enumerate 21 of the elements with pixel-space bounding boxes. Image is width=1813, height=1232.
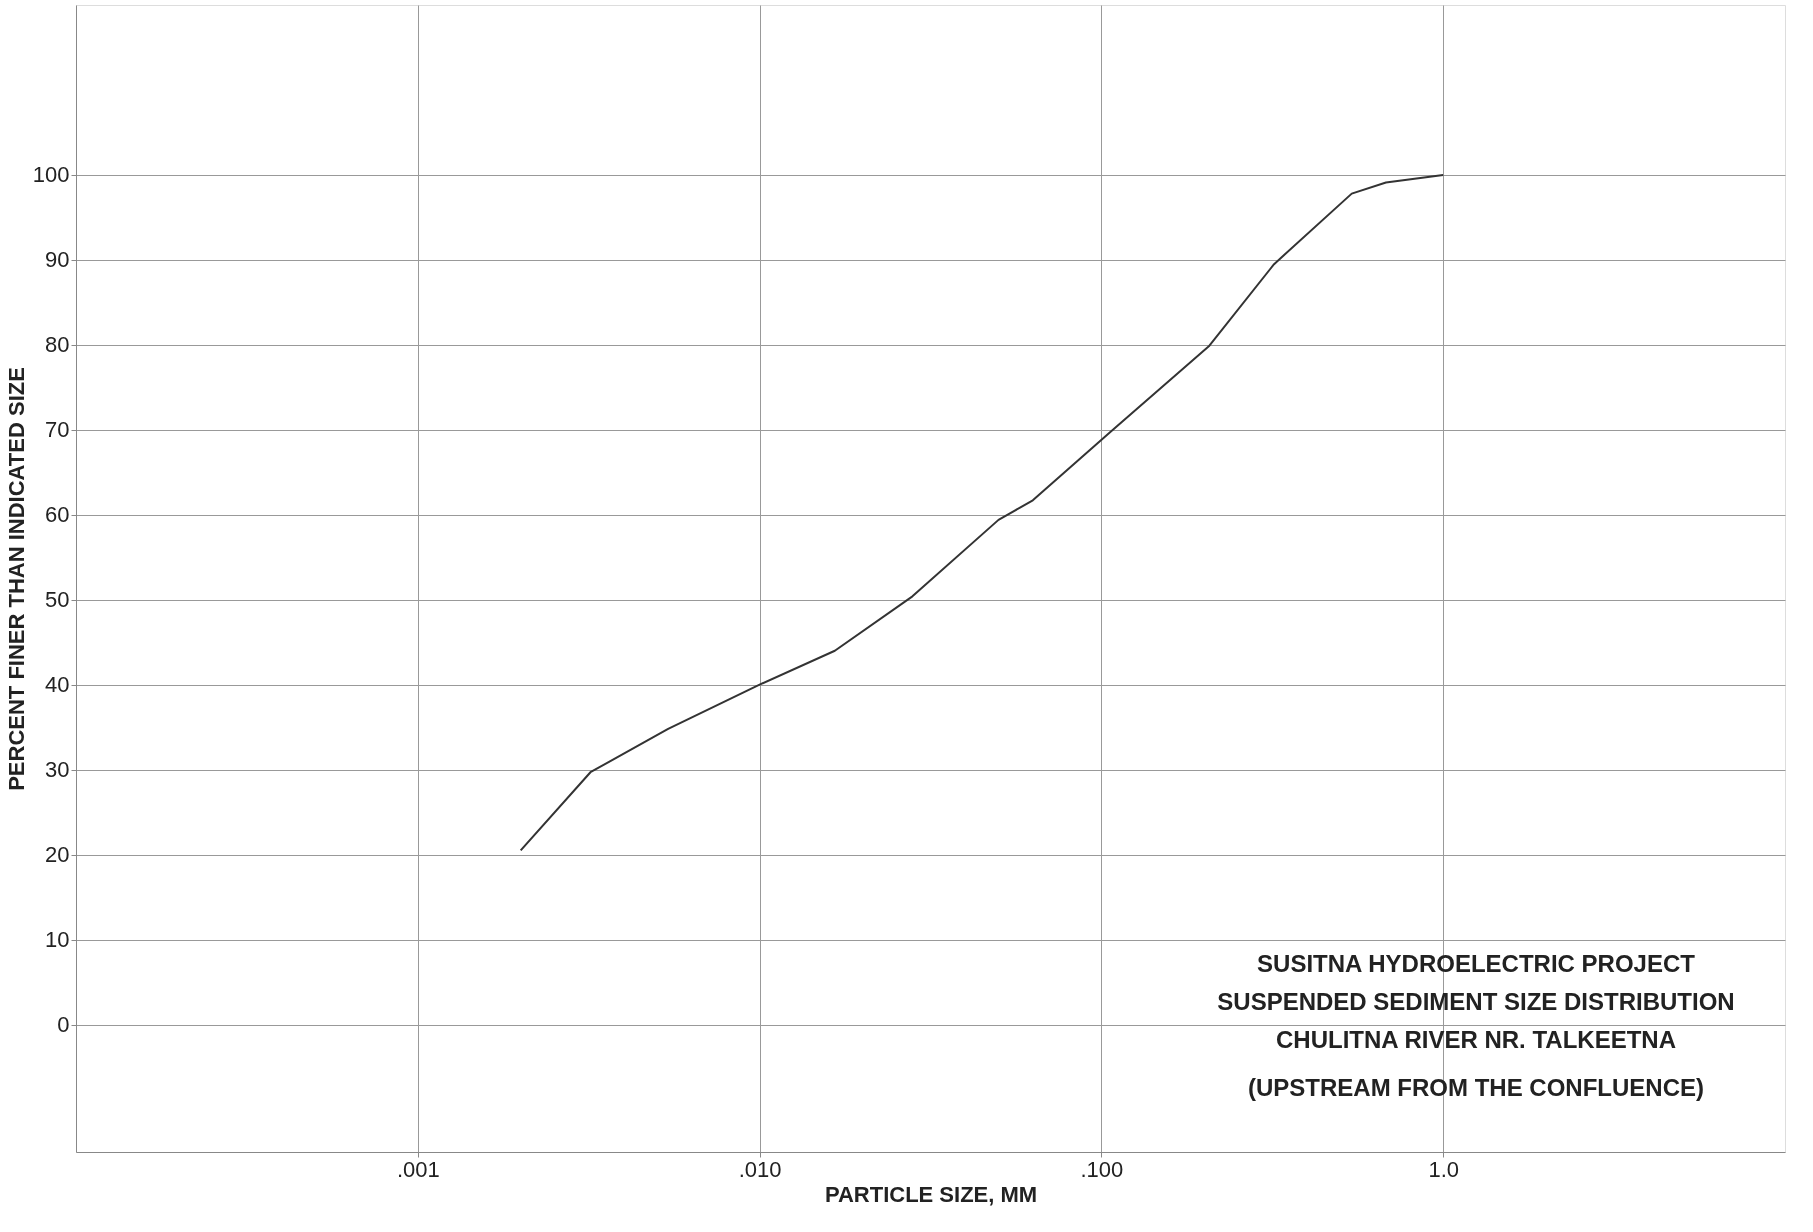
y-tick-label: 60 [45,502,70,528]
x-tick-label: 1.0 [1428,1156,1459,1182]
y-axis-title: PERCENT FINER THAN INDICATED SIZE [3,367,29,791]
x-tick-label: .010 [738,1156,782,1182]
y-tick-label: 40 [45,672,70,698]
y-tick-label: 30 [45,757,70,783]
y-tick-label: 20 [45,842,70,868]
y-tick-label: 70 [45,417,70,443]
x-tick-label: .100 [1080,1156,1124,1182]
annotation: SUSPENDED SEDIMENT SIZE DISTRIBUTION [1217,988,1735,1015]
annotation: SUSITNA HYDROELECTRIC PROJECT [1257,950,1696,977]
y-tick-label: 80 [45,332,70,358]
annotation: CHULITNA RIVER NR. TALKEETNA [1276,1026,1676,1053]
y-tick-label: 90 [45,247,70,273]
annotation: (UPSTREAM FROM THE CONFLUENCE) [1248,1074,1704,1101]
x-axis-title: PARTICLE SIZE, MM [824,1181,1038,1207]
y-tick-label: 10 [45,927,70,953]
x-tick-label: .001 [396,1156,440,1182]
y-tick-label: 0 [57,1012,70,1038]
y-tick-label: 100 [32,162,70,188]
y-tick-label: 50 [45,587,70,613]
